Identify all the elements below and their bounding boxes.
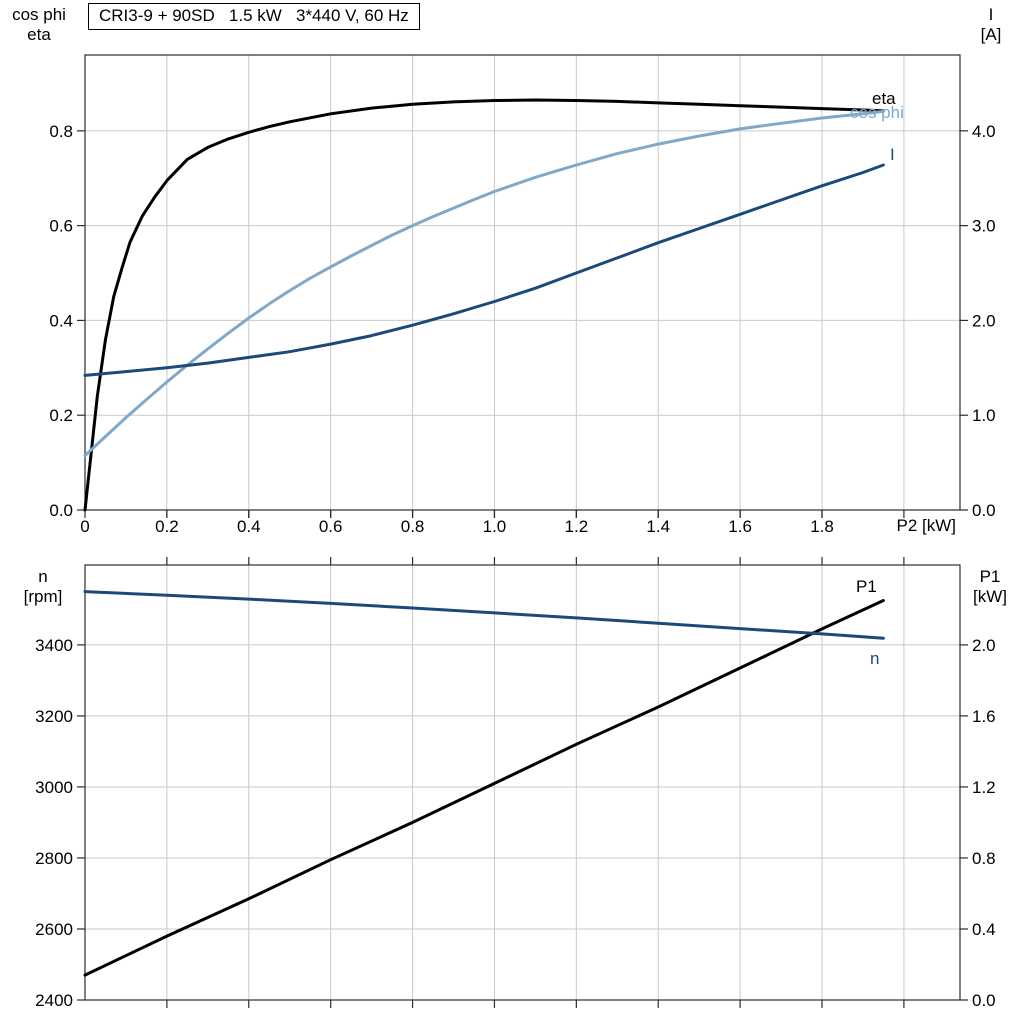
- right-tick-label: 2.0: [972, 636, 996, 655]
- speed-axis-title: n: [38, 567, 48, 586]
- x-tick-label: 0.8: [401, 517, 425, 536]
- x-tick-label: 0: [80, 517, 89, 536]
- right-tick-label: 1.2: [972, 778, 996, 797]
- series-curve-n: [83, 590, 885, 640]
- right-tick-label: 0.8: [972, 849, 996, 868]
- right-tick-label: 1.6: [972, 707, 996, 726]
- series-curve-I: [83, 163, 885, 377]
- right-tick-label: 1.0: [972, 406, 996, 425]
- left-tick-label: 0.0: [49, 501, 73, 520]
- series-label-n: n: [870, 649, 879, 668]
- left-tick-label: 0.2: [49, 406, 73, 425]
- x-tick-label: 1.2: [565, 517, 589, 536]
- x-axis-label: P2 [kW]: [896, 516, 956, 535]
- right-tick-label: 0.0: [972, 991, 996, 1010]
- series-curve-eta: [83, 98, 885, 512]
- left-tick-label: 0.4: [49, 311, 73, 330]
- left-tick-label: 3200: [35, 707, 73, 726]
- series-label-P1: P1: [856, 577, 877, 596]
- right-tick-label: 0.0: [972, 501, 996, 520]
- x-tick-label: 0.4: [237, 517, 261, 536]
- top-chart: 0.0 0.2 0.4 0.6 0.8 0.0 1.0 2.0 3.0 4.0 0 0.2 0.4 0.6…: [49, 54, 996, 536]
- x-tick-label: 1.8: [810, 517, 834, 536]
- series-curve-P1: [83, 599, 885, 977]
- cos-phi-axis-title: cos phi: [12, 5, 66, 24]
- series-label-I: I: [890, 145, 895, 164]
- top-left-axis-header: cos phi eta: [0, 5, 78, 45]
- left-tick-label: 2400: [35, 991, 73, 1010]
- left-tick-label: 0.6: [49, 217, 73, 236]
- left-tick-label: 2600: [35, 920, 73, 939]
- bottom-left-axis-header: n [rpm]: [2, 567, 84, 607]
- title-box: CRI3-9 + 90SD 1.5 kW 3*440 V, 60 Hz: [88, 3, 420, 30]
- eta-axis-title: eta: [27, 25, 51, 44]
- x-tick-label: 1.4: [646, 517, 670, 536]
- left-tick-label: 2800: [35, 849, 73, 868]
- x-tick-label: 0.2: [155, 517, 179, 536]
- speed-axis-unit: [rpm]: [23, 587, 63, 606]
- series-curve-cos-phi: [83, 109, 885, 457]
- bottom-right-axis-header: P1 [kW]: [958, 567, 1022, 607]
- bottom-chart: 2400 2600 2800 3000 3200 3400 0.0 0.4 0.8 1.2 1.6 2…: [35, 557, 996, 1010]
- left-tick-label: 3400: [35, 636, 73, 655]
- plot-frame: [84, 54, 961, 511]
- left-tick-label: 0.8: [49, 122, 73, 141]
- series-label-cos-phi: cos phi: [850, 103, 904, 122]
- right-tick-label: 3.0: [972, 217, 996, 236]
- power-axis-unit: [kW]: [973, 587, 1007, 606]
- top-right-axis-header: I [A]: [960, 5, 1022, 45]
- current-axis-unit: [A]: [980, 25, 1002, 44]
- left-tick-label: 3000: [35, 778, 73, 797]
- right-tick-label: 2.0: [972, 311, 996, 330]
- x-tick-label: 1.6: [728, 517, 752, 536]
- right-tick-label: 4.0: [972, 122, 996, 141]
- right-tick-label: 0.4: [972, 920, 996, 939]
- series-label-eta: eta: [872, 89, 896, 108]
- power-axis-title: P1: [979, 567, 1001, 586]
- x-tick-label: 1.0: [483, 517, 507, 536]
- current-axis-title: I: [988, 5, 994, 24]
- plot-frame: [84, 564, 961, 1001]
- x-tick-label: 0.6: [319, 517, 343, 536]
